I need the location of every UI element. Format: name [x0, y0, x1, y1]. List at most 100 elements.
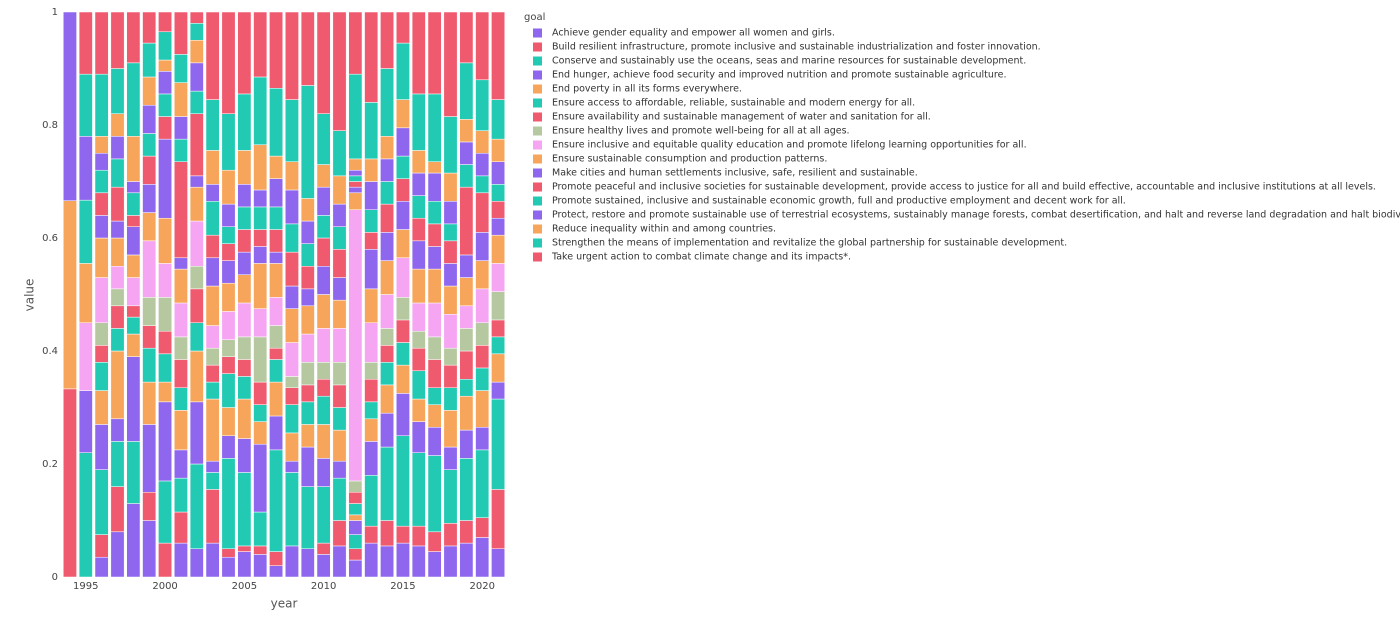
bar-segment: [285, 99, 299, 162]
bar-segment: [253, 308, 268, 338]
bar-segment: [364, 418, 379, 442]
bar-segment: [475, 367, 490, 391]
bar-segment: [269, 359, 283, 383]
bar-segment: [380, 136, 394, 160]
bar-segment: [332, 362, 347, 386]
bar-segment: [174, 302, 188, 338]
bar-segment: [110, 158, 125, 188]
bar-segment: [174, 116, 188, 140]
bar-segment: [427, 551, 442, 578]
bar-segment: [364, 249, 379, 290]
legend-swatch: [533, 224, 542, 234]
legend-swatch: [533, 28, 542, 38]
bar-segment: [316, 362, 331, 380]
bar-segment: [189, 322, 204, 352]
bar-segment: [427, 172, 442, 202]
bar-segment: [78, 11, 93, 75]
bar-segment: [205, 257, 220, 287]
bar-segment: [205, 489, 220, 544]
bar-segment: [221, 556, 236, 578]
bar-segment: [221, 435, 236, 459]
bar-segment: [332, 175, 347, 205]
bar-segment: [94, 237, 109, 278]
bar-segment: [253, 246, 268, 264]
bar-segment: [237, 93, 252, 151]
bar-segment: [396, 257, 410, 298]
bar-segment: [158, 93, 172, 117]
bar-segment: [110, 113, 125, 137]
bar-segment: [380, 68, 394, 137]
bar-segment: [475, 192, 490, 233]
bar-segment: [94, 277, 109, 323]
bar-segment: [205, 11, 220, 100]
bar-segment: [300, 11, 315, 86]
bar-segment: [205, 234, 220, 259]
bar-segment: [411, 370, 426, 400]
bar-segment: [300, 548, 315, 578]
bar-segment: [94, 192, 109, 216]
bar-segment: [459, 305, 474, 329]
bar-segment: [142, 520, 157, 578]
bar-segment: [237, 274, 252, 304]
bar-segment: [300, 85, 315, 199]
bar-segment: [126, 181, 141, 194]
bar-segment: [205, 184, 220, 202]
bar-segment: [316, 486, 331, 544]
bar-segment: [110, 441, 125, 487]
bar-segment: [126, 316, 141, 335]
bar-segment: [285, 376, 299, 388]
bar-segment: [189, 288, 204, 324]
bar-segment: [94, 362, 109, 391]
bar-segment: [332, 520, 347, 547]
bar-segment: [126, 226, 141, 256]
bar-segment: [189, 186, 204, 222]
bar-segment: [189, 220, 204, 267]
bar-segment: [126, 356, 141, 442]
bar-segment: [475, 130, 490, 154]
legend-swatch: [533, 238, 542, 248]
bar-segment: [253, 554, 268, 578]
bar-segment: [237, 545, 252, 552]
bar-segment: [269, 449, 283, 552]
bar-segment: [459, 328, 474, 352]
bar-segment: [158, 297, 172, 332]
bar-segment: [221, 356, 236, 374]
bar-segment: [221, 226, 236, 244]
bar-segment: [253, 189, 268, 208]
bar-segment: [285, 161, 299, 191]
bar-segment: [221, 260, 236, 284]
legend-label: Strengthen the means of implementation a…: [552, 238, 1067, 249]
bar-segment: [285, 545, 299, 578]
bar-segment: [332, 407, 347, 431]
bar-segment: [459, 350, 474, 380]
bar-segment: [205, 398, 220, 462]
bar-segment: [110, 288, 125, 307]
bar-segment: [475, 153, 490, 177]
legend-label: End hunger, achieve food security and im…: [552, 70, 1007, 81]
legend-label: Promote peaceful and inclusive societies…: [552, 182, 1376, 193]
bar-segment: [348, 192, 363, 211]
bar-segment: [443, 201, 458, 225]
bar-segment: [237, 398, 252, 439]
bar-segment: [316, 113, 331, 165]
bar-segment: [332, 203, 347, 227]
bar-segment: [253, 144, 268, 191]
x-tick-label: 1995: [73, 581, 98, 592]
bar-segment: [110, 305, 125, 329]
bar-segment: [285, 285, 299, 309]
bar-segment: [316, 186, 331, 216]
bar-segment: [110, 350, 125, 420]
bar-segment: [269, 325, 283, 349]
bar-segment: [237, 336, 252, 360]
bar-segment: [237, 438, 252, 473]
bar-segment: [94, 153, 109, 171]
bar-segment: [475, 449, 490, 518]
bar-segment: [443, 347, 458, 366]
legend-swatch: [533, 126, 542, 136]
bar-segment: [142, 381, 157, 425]
bar-segment: [174, 82, 188, 117]
bar-segment: [158, 59, 172, 72]
bar-segment: [332, 460, 347, 479]
bar-segment: [427, 93, 442, 162]
bar-segment: [205, 542, 220, 578]
